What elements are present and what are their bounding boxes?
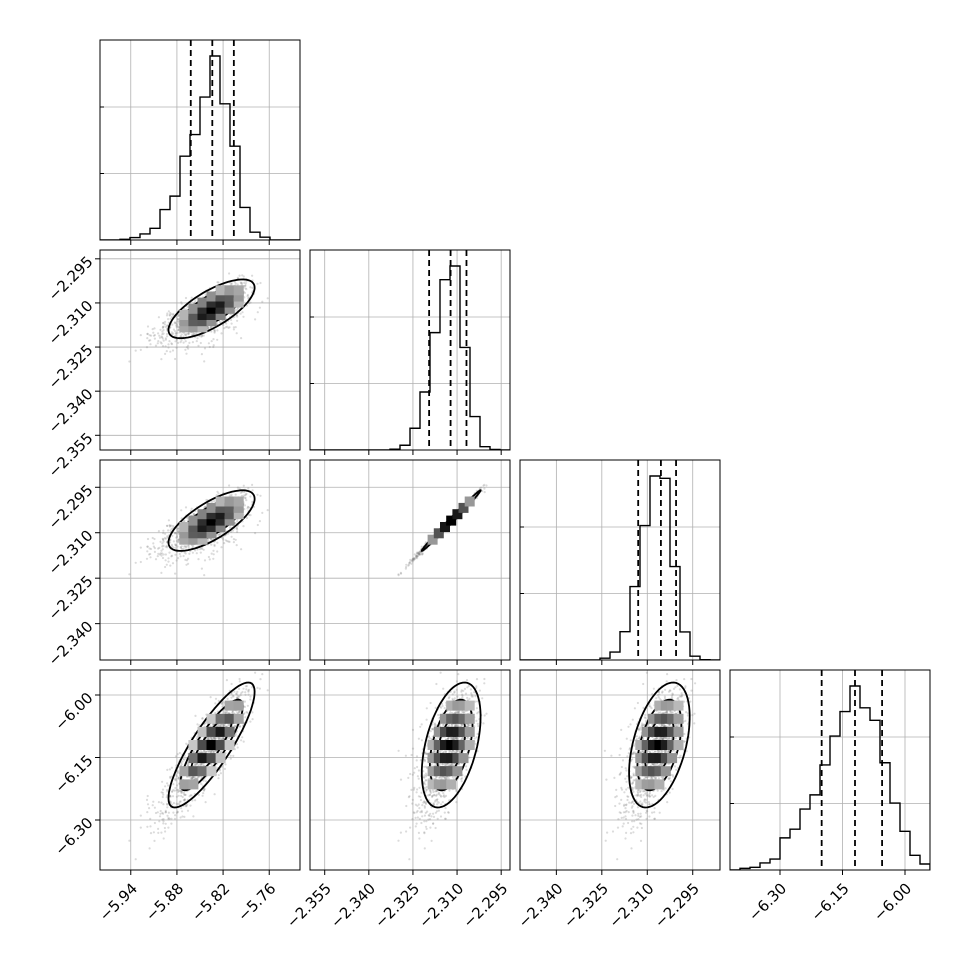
y-tick-label: −6.30 [51, 814, 96, 859]
y-tick-label: −2.325 [45, 341, 97, 393]
x-tick-label: −2.295 [651, 880, 703, 932]
panel-frame [309, 459, 511, 661]
x-tick-label: −2.310 [415, 880, 467, 932]
x-tick-label: −2.340 [515, 880, 567, 932]
panel-frame [99, 669, 301, 871]
histogram [310, 265, 510, 450]
y-tick-label: −6.00 [51, 689, 96, 734]
contour-level [167, 681, 256, 809]
histogram [730, 685, 930, 870]
histogram [520, 475, 720, 660]
density-cells [427, 496, 475, 545]
x-tick-label: −2.355 [283, 880, 335, 932]
x-tick-label: −2.325 [371, 880, 423, 932]
y-tick-label: −6.15 [51, 751, 96, 796]
x-tick-label: −5.82 [188, 880, 233, 925]
panel-frame [519, 459, 721, 661]
x-tick-label: −2.325 [560, 880, 612, 932]
x-tick-label: −5.76 [234, 880, 279, 925]
panel-0-0 [99, 39, 301, 245]
panel-3-3 [729, 669, 931, 875]
x-tick-label: −6.30 [745, 880, 790, 925]
x-tick-label: −2.310 [606, 880, 658, 932]
panel-frame [519, 669, 721, 871]
panel-1-1 [309, 249, 511, 455]
panel-2-1 [309, 459, 511, 665]
y-tick-label: −2.295 [45, 481, 97, 533]
y-tick-label: −2.310 [45, 297, 97, 349]
y-tick-label: −2.325 [45, 572, 97, 624]
panel-2-2 [519, 459, 721, 665]
panel-3-1 [309, 669, 511, 875]
x-tick-label: −5.88 [142, 880, 187, 925]
contour-level [420, 681, 482, 809]
panel-frame [99, 249, 301, 451]
y-tick-label: −2.295 [45, 253, 97, 305]
panel-3-0 [95, 669, 301, 875]
panel-frame [309, 669, 511, 871]
density-cells [427, 700, 475, 790]
panel-frame [99, 459, 301, 661]
y-tick-label: −2.340 [45, 617, 97, 669]
density-cells [179, 285, 244, 333]
x-tick-label: −6.15 [808, 880, 853, 925]
panel-2-0 [95, 459, 301, 665]
panel-frame [99, 39, 301, 241]
x-tick-label: −2.340 [327, 880, 379, 932]
panel-frame [729, 669, 931, 871]
y-tick-label: −2.340 [45, 385, 97, 437]
x-tick-label: −2.295 [459, 880, 511, 932]
y-tick-label: −2.310 [45, 527, 97, 579]
panel-frame [309, 249, 511, 451]
density-cells [635, 700, 684, 790]
density-cells [179, 700, 244, 790]
x-tick-label: −5.94 [96, 880, 141, 925]
density-cells [179, 496, 244, 545]
contour-level [628, 681, 691, 809]
y-tick-label: −2.355 [45, 429, 97, 481]
histogram [100, 55, 300, 240]
panel-1-0 [95, 249, 301, 455]
panel-3-2 [519, 669, 721, 875]
x-tick-label: −6.00 [870, 880, 915, 925]
